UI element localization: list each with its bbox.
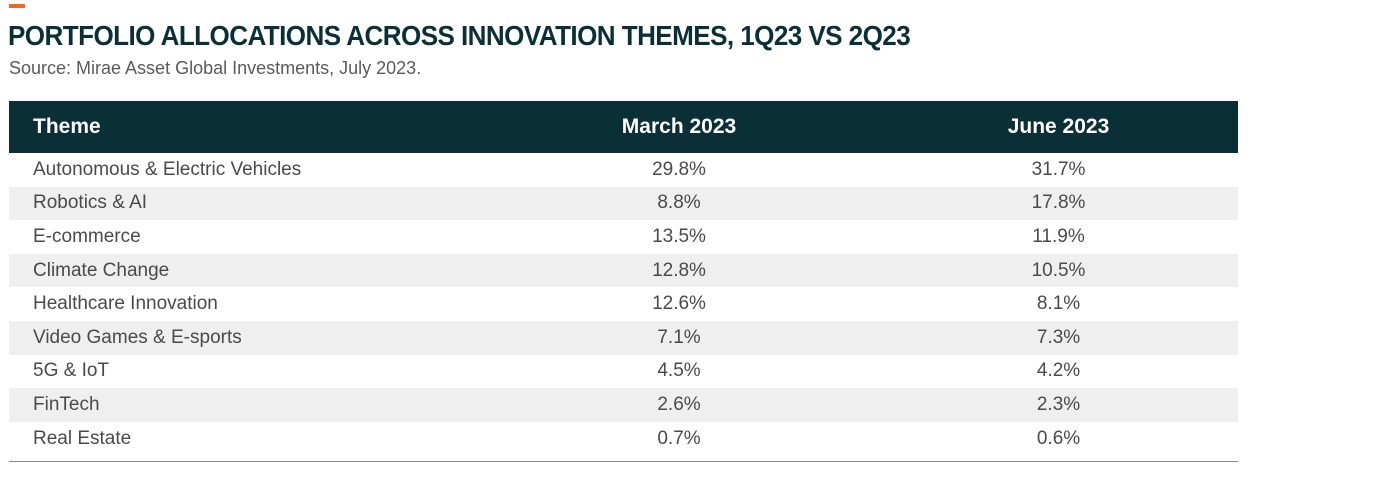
- march-value-cell: 0.7%: [657, 427, 701, 449]
- june-value-cell: 4.2%: [1036, 360, 1081, 382]
- theme-cell: 5G & IoT: [33, 360, 110, 382]
- march-value-cell: 29.8%: [652, 158, 706, 180]
- june-value-cell: 2.3%: [1036, 393, 1081, 415]
- june-value-cell: 17.8%: [1031, 192, 1086, 214]
- table-row: Autonomous & Electric Vehicles 29.8% 31.…: [9, 153, 1238, 187]
- column-header-june-2023: June 2023: [1007, 115, 1110, 138]
- march-value-cell: 13.5%: [652, 225, 706, 247]
- theme-cell: Climate Change: [33, 259, 170, 281]
- table-row: Climate Change 12.8% 10.5%: [9, 253, 1238, 288]
- theme-cell: Healthcare Innovation: [33, 293, 218, 315]
- march-value-cell: 2.6%: [657, 393, 701, 415]
- june-value-cell: 31.7%: [1031, 158, 1086, 180]
- table-bottom-rule: [9, 461, 1238, 462]
- column-header-theme: Theme: [33, 115, 101, 138]
- march-value-cell: 4.5%: [657, 360, 701, 382]
- june-value-cell: 10.5%: [1031, 259, 1086, 281]
- table-row: E-commerce 13.5% 11.9%: [9, 220, 1238, 254]
- table-row: FinTech 2.6% 2.3%: [9, 388, 1238, 422]
- june-value-cell: 8.1%: [1036, 293, 1081, 315]
- june-value-cell: 0.6%: [1036, 427, 1081, 449]
- march-value-cell: 7.1%: [657, 326, 701, 348]
- june-value-cell: 7.3%: [1036, 326, 1081, 348]
- header-row: Theme March 2023 June 2023: [9, 101, 1238, 153]
- table-row: Healthcare Innovation 12.6% 8.1%: [9, 287, 1238, 321]
- table-body: Autonomous & Electric Vehicles 29.8% 31.…: [9, 153, 1238, 456]
- table-header: Theme March 2023 June 2023: [9, 101, 1238, 153]
- column-header-march-2023: March 2023: [621, 115, 737, 138]
- theme-cell: Video Games & E-sports: [33, 326, 242, 348]
- page-title: PORTFOLIO ALLOCATIONS ACROSS INNOVATION …: [8, 20, 911, 51]
- table-row: Robotics & AI 8.8% 17.8%: [9, 186, 1238, 221]
- source-note: Source: Mirae Asset Global Investments, …: [9, 58, 422, 78]
- march-value-cell: 8.8%: [657, 192, 701, 214]
- march-value-cell: 12.6%: [652, 293, 706, 315]
- theme-cell: E-commerce: [33, 225, 141, 247]
- theme-cell: FinTech: [33, 393, 100, 415]
- theme-cell: Autonomous & Electric Vehicles: [33, 158, 302, 180]
- table-row: Video Games & E-sports 7.1% 7.3%: [9, 320, 1238, 355]
- allocation-table: Theme March 2023 June 2023 Autonomous & …: [9, 101, 1238, 456]
- table-row: 5G & IoT 4.5% 4.2%: [9, 354, 1238, 389]
- june-value-cell: 11.9%: [1032, 225, 1085, 247]
- theme-cell: Real Estate: [33, 427, 132, 449]
- march-value-cell: 12.8%: [652, 259, 706, 281]
- theme-cell: Robotics & AI: [33, 192, 148, 214]
- table-row: Real Estate 0.7% 0.6%: [9, 421, 1238, 456]
- accent-bar: [9, 4, 25, 8]
